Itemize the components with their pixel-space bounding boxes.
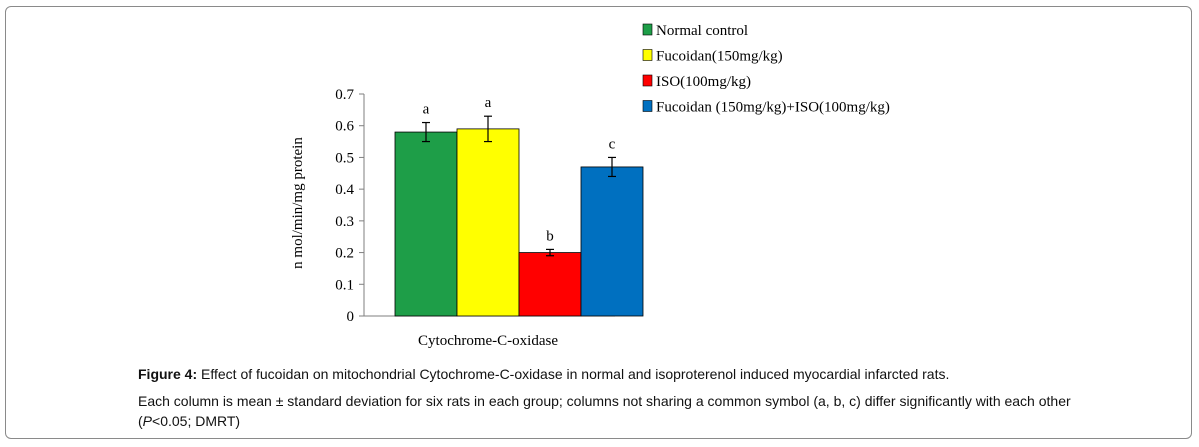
- figure-note-p: P: [142, 413, 153, 429]
- legend-swatch: [642, 23, 653, 36]
- legend-swatch: [642, 49, 653, 61]
- bar-4: [580, 166, 644, 317]
- legend-label: Fucoidan(150mg/kg): [656, 49, 783, 65]
- significance-symbol: c: [609, 136, 616, 152]
- legend-swatch: [642, 100, 653, 112]
- y-tick-label: 0.3: [335, 214, 354, 230]
- significance-symbol: b: [546, 228, 554, 244]
- y-tick-label: 0.1: [335, 277, 354, 293]
- y-axis-label: n mol/min/mg protein: [290, 137, 306, 269]
- y-tick-label: 0.2: [335, 246, 354, 262]
- figure-note-before: Each column is mean ± standard deviation…: [138, 393, 1071, 429]
- y-tick-label: 0.6: [335, 119, 354, 135]
- legend-label: Normal control: [656, 23, 748, 39]
- figure-caption-note: Each column is mean ± standard deviation…: [138, 391, 1098, 431]
- y-tick-label: 0: [347, 309, 355, 325]
- legend-label: ISO(100mg/kg): [656, 74, 751, 90]
- y-tick-label: 0.5: [335, 150, 354, 166]
- legend-swatch: [642, 74, 653, 87]
- y-tick-label: 0.7: [335, 87, 354, 103]
- legend-label: Fucoidan (150mg/kg)+ISO(100mg/kg): [656, 100, 890, 116]
- legend: Normal control Fucoidan(150mg/kg) ISO(100m…: [642, 23, 890, 116]
- bar-2: [456, 128, 520, 317]
- bar-1: [394, 131, 458, 317]
- x-category-label: Cytochrome-C-oxidase: [418, 333, 558, 349]
- bars: a a b c: [394, 95, 644, 317]
- figure-caption-title: Figure 4: Effect of fucoidan on mitochon…: [138, 364, 1098, 384]
- y-tick-label: 0.4: [335, 182, 354, 198]
- figure-label: Figure 4:: [138, 366, 198, 382]
- bar-3: [518, 252, 582, 317]
- figure-note-after: <0.05; DMRT): [152, 413, 241, 429]
- significance-symbol: a: [423, 102, 430, 118]
- figure-title: Effect of fucoidan on mitochondrial Cyto…: [197, 366, 950, 382]
- significance-symbol: a: [485, 95, 492, 111]
- bar-chart: Normal control Fucoidan(150mg/kg) ISO(100m…: [290, 23, 890, 349]
